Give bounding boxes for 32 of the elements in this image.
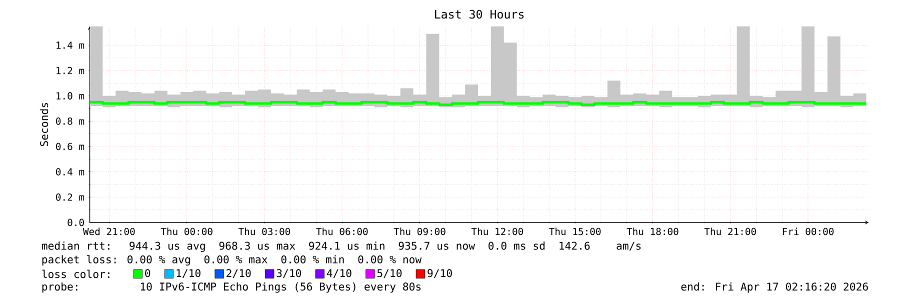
legend-label: 4/10 [326, 269, 352, 278]
y-tick-label: 0.2 m [56, 193, 84, 201]
y-tick-label: 0.4 m [56, 168, 84, 176]
y-tick-label: 0.8 m [56, 117, 84, 125]
y-tick-label: 1.0 m [56, 92, 84, 100]
text: probe: 10 IPv6-ICMP Echo Pings (56 Bytes) every 80s [42, 282, 421, 293]
x-tick-label: Thu 00:00 [160, 228, 212, 236]
x-tick-label: Fri 00:00 [782, 228, 834, 236]
x-tick-label: Wed 21:00 [82, 228, 135, 236]
x-tick-label: Thu 21:00 [704, 228, 756, 236]
text: end: Fri Apr 17 02:16:20 2026 [681, 282, 868, 293]
legend-label: 9/10 [428, 269, 452, 278]
x-tick-label: Thu 18:00 [626, 228, 678, 236]
legend-label: 0 [145, 269, 150, 278]
x-tick-label: Thu 15:00 [549, 228, 601, 236]
text: median rtt: 944.3 us avg 968.3 us max 924.1 us min 935.7 us now 0.0 ms sd 142.6 am/s [42, 241, 641, 252]
x-tick-label: Thu 06:00 [316, 228, 368, 236]
y-tick-label: 1.4 m [56, 42, 84, 49]
y-tick-label: 1.2 m [56, 66, 84, 74]
x-tick-label: Thu 03:00 [238, 228, 290, 236]
x-tick-label: Thu 12:00 [471, 228, 524, 236]
legend-label: 1/10 [176, 269, 200, 278]
legend-title: loss color: [42, 270, 110, 278]
y-tick-label: 0.0 [68, 218, 84, 226]
chart-title: Last 30 Hours [435, 10, 524, 19]
legend-label: 3/10 [276, 269, 302, 278]
legend-label: 5/10 [377, 269, 402, 278]
legend-label: 2/10 [226, 269, 251, 278]
y-tick-label: 0.6 m [56, 142, 84, 150]
y-axis-title: Seconds [40, 102, 48, 146]
text: packet loss: 0.00 % avg 0.00 % max 0.00 % min 0.00 % now [42, 255, 422, 266]
x-tick-label: Thu 09:00 [394, 228, 446, 236]
